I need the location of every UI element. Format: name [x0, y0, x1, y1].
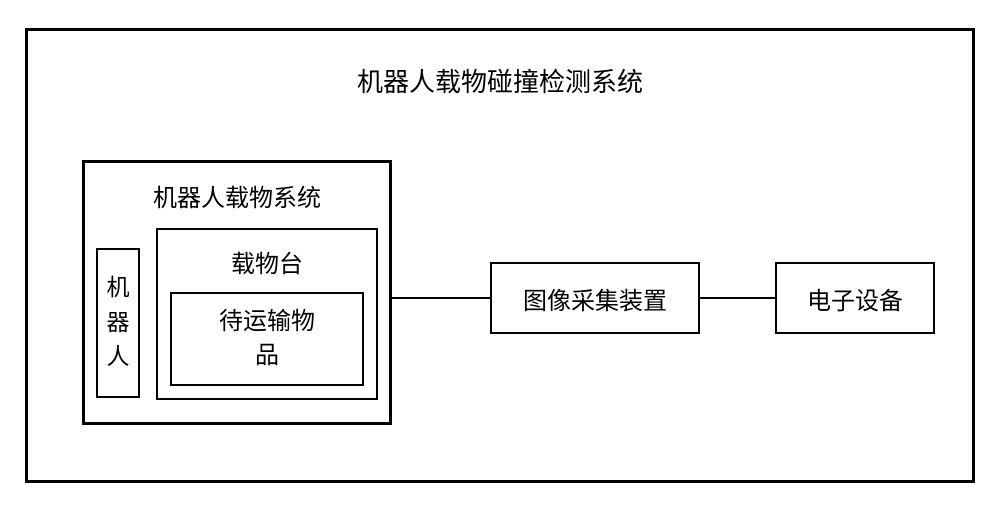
robot-box: 机 器 人 — [96, 248, 140, 398]
connector-subsystem-to-image — [392, 297, 490, 299]
goods-box: 待运输物 品 — [170, 292, 364, 386]
image-device-box: 图像采集装置 — [490, 262, 700, 334]
electronic-device-label: 电子设备 — [807, 281, 903, 316]
image-device-label: 图像采集装置 — [523, 281, 667, 316]
connector-image-to-electronic — [700, 297, 775, 299]
subsystem-title: 机器人载物系统 — [82, 178, 392, 213]
goods-label: 待运输物 品 — [219, 305, 315, 373]
diagram-title: 机器人载物碰撞检测系统 — [25, 62, 975, 99]
stage-label: 载物台 — [156, 244, 378, 279]
electronic-device-box: 电子设备 — [775, 262, 935, 334]
robot-label: 机 器 人 — [107, 271, 130, 375]
